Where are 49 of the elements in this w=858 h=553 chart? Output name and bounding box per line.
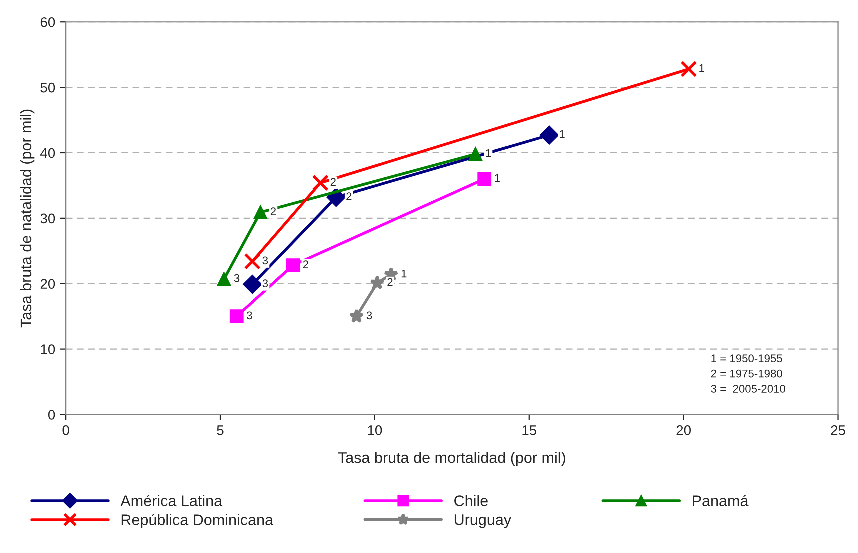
annotation: 3	[262, 256, 268, 265]
annotation: 1	[402, 270, 407, 278]
annotation: 1	[486, 150, 491, 158]
annotation: 3	[247, 312, 252, 320]
legend-label: América Latina	[120, 495, 223, 506]
point	[540, 126, 559, 145]
x-tick-label: 15	[522, 426, 537, 436]
annotation: 2	[303, 260, 308, 268]
legend-label: Panamá	[693, 495, 749, 506]
annotation: 1	[495, 174, 500, 182]
annotation: 1 = 1950-1955 2 = 1975-1980 3 = 2005-2010	[711, 354, 786, 393]
x-tick-label: 5	[217, 426, 224, 436]
y-tick-label: 10	[41, 344, 56, 354]
y-tick-label: 60	[40, 17, 56, 28]
point	[230, 310, 244, 324]
y-tick-label: 20	[40, 279, 56, 290]
legend-label: Chile	[454, 495, 488, 506]
legend-label: República Dominicana	[122, 514, 274, 528]
annotation: 2	[330, 178, 336, 186]
point	[254, 206, 268, 220]
point	[468, 147, 483, 162]
y-tick-label: 50	[40, 82, 56, 93]
point	[478, 172, 492, 186]
annotation: 1	[700, 64, 704, 72]
point	[244, 253, 261, 270]
point	[370, 276, 385, 290]
annotation: 3	[366, 312, 372, 320]
annotation: 2	[388, 278, 393, 286]
y-tick-label: 30	[40, 214, 56, 224]
point	[217, 272, 232, 286]
point	[680, 60, 698, 78]
y-tick-label: 0	[48, 410, 56, 420]
annotation: 2	[346, 192, 352, 200]
annotation: 3	[262, 280, 268, 288]
point	[349, 308, 364, 324]
x-tick-label: 25	[831, 426, 846, 436]
point	[286, 258, 300, 272]
point	[312, 174, 329, 192]
x-tick-label: 10	[368, 426, 382, 436]
point	[243, 274, 262, 294]
x-tick-label: 0	[62, 426, 70, 436]
x-axis-title: Tasa bruta de mortalidad (por mil)	[338, 452, 566, 466]
annotation: 3	[234, 274, 240, 282]
y-tick-label: 40	[40, 148, 56, 158]
annotation: 1	[560, 130, 565, 138]
y-axis-title: Tasa bruta de natalidad (por mil)	[20, 110, 35, 328]
annotation: 2	[270, 208, 276, 216]
legend-label: Uruguay	[454, 514, 512, 528]
x-tick-label: 20	[676, 426, 692, 436]
